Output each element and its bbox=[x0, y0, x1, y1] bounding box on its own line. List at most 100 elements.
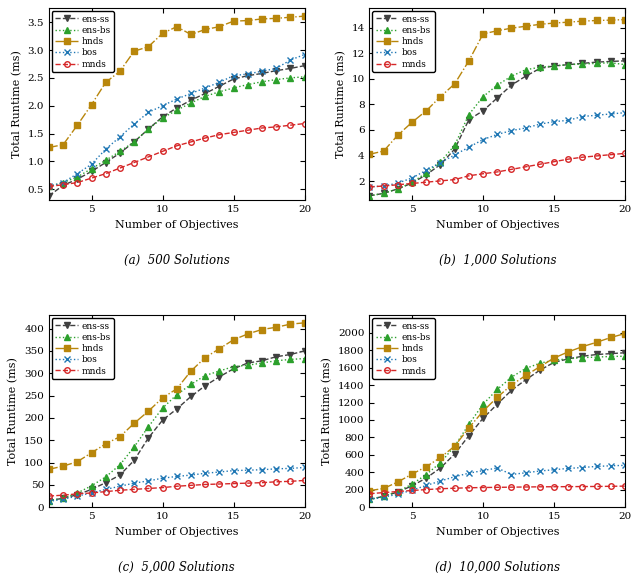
bos bbox=[365, 183, 373, 190]
bos bbox=[564, 117, 572, 124]
mnds bbox=[408, 180, 416, 187]
ens-bs bbox=[173, 107, 180, 114]
bos bbox=[145, 109, 152, 116]
mnds bbox=[201, 135, 209, 142]
mnds bbox=[230, 480, 237, 487]
ens-ss bbox=[258, 70, 266, 77]
ens-ss bbox=[508, 387, 515, 394]
Line: mnds: mnds bbox=[367, 151, 628, 190]
ens-bs bbox=[145, 423, 152, 430]
bos bbox=[173, 96, 180, 103]
ens-ss bbox=[230, 365, 237, 372]
ens-ss bbox=[408, 482, 416, 489]
bos bbox=[593, 112, 600, 119]
Y-axis label: Total Runtime (ms): Total Runtime (ms) bbox=[12, 50, 22, 158]
hnds bbox=[522, 372, 529, 379]
bos bbox=[287, 465, 294, 472]
hnds bbox=[579, 343, 586, 350]
ens-bs bbox=[216, 88, 223, 96]
ens-bs bbox=[301, 73, 308, 80]
ens-bs bbox=[550, 357, 558, 364]
ens-bs bbox=[230, 84, 237, 91]
Y-axis label: Total Runtime (ms): Total Runtime (ms) bbox=[335, 50, 346, 158]
ens-ss bbox=[579, 353, 586, 360]
ens-bs bbox=[258, 79, 266, 86]
hnds bbox=[287, 321, 294, 328]
ens-bs bbox=[365, 192, 373, 199]
ens-ss bbox=[408, 179, 416, 186]
ens-bs bbox=[258, 359, 266, 366]
ens-bs bbox=[60, 495, 67, 502]
Legend: ens-ss, ens-bs, hnds, bos, mnds: ens-ss, ens-bs, hnds, bos, mnds bbox=[52, 318, 115, 379]
ens-bs bbox=[74, 489, 81, 496]
hnds bbox=[380, 148, 387, 155]
bos bbox=[173, 473, 180, 480]
bos bbox=[593, 463, 600, 470]
hnds bbox=[301, 13, 308, 20]
ens-ss bbox=[102, 479, 109, 486]
Line: ens-bs: ens-bs bbox=[367, 60, 628, 199]
hnds bbox=[116, 433, 124, 440]
mnds bbox=[422, 486, 430, 493]
ens-bs bbox=[607, 353, 614, 360]
bos bbox=[607, 462, 614, 469]
bos bbox=[201, 84, 209, 91]
hnds bbox=[216, 23, 223, 30]
Line: hnds: hnds bbox=[46, 320, 307, 472]
ens-bs bbox=[365, 496, 373, 503]
mnds bbox=[380, 182, 387, 189]
ens-bs bbox=[301, 355, 308, 362]
hnds bbox=[508, 381, 515, 389]
Line: mnds: mnds bbox=[46, 478, 307, 499]
ens-ss bbox=[394, 185, 402, 192]
bos bbox=[60, 496, 67, 503]
ens-ss bbox=[479, 107, 487, 114]
mnds bbox=[131, 486, 138, 493]
hnds bbox=[451, 80, 458, 87]
Line: ens-bs: ens-bs bbox=[46, 356, 307, 503]
bos bbox=[159, 475, 166, 482]
bos bbox=[380, 493, 387, 500]
ens-ss bbox=[145, 125, 152, 132]
ens-bs bbox=[380, 493, 387, 500]
ens-ss bbox=[493, 401, 501, 408]
bos bbox=[493, 131, 501, 138]
bos bbox=[564, 465, 572, 472]
mnds bbox=[60, 181, 67, 188]
bos bbox=[187, 472, 195, 479]
bos bbox=[479, 136, 487, 143]
ens-ss bbox=[522, 73, 529, 80]
Legend: ens-ss, ens-bs, hnds, bos, mnds: ens-ss, ens-bs, hnds, bos, mnds bbox=[372, 11, 435, 72]
ens-ss bbox=[102, 159, 109, 166]
mnds bbox=[436, 485, 444, 492]
hnds bbox=[479, 30, 487, 38]
hnds bbox=[422, 463, 430, 470]
bos bbox=[258, 466, 266, 473]
mnds bbox=[74, 490, 81, 498]
ens-bs bbox=[201, 93, 209, 100]
ens-bs bbox=[272, 76, 280, 83]
ens-bs bbox=[244, 362, 252, 369]
ens-bs bbox=[479, 401, 487, 408]
ens-ss bbox=[522, 376, 529, 383]
mnds bbox=[479, 170, 487, 177]
ens-bs bbox=[579, 60, 586, 67]
hnds bbox=[131, 47, 138, 54]
hnds bbox=[365, 151, 373, 158]
ens-bs bbox=[522, 365, 529, 372]
mnds bbox=[116, 487, 124, 494]
ens-bs bbox=[173, 391, 180, 398]
ens-ss bbox=[365, 496, 373, 503]
hnds bbox=[187, 31, 195, 38]
mnds bbox=[301, 120, 308, 127]
ens-ss bbox=[216, 373, 223, 380]
hnds bbox=[593, 17, 600, 24]
bos bbox=[465, 144, 473, 151]
bos bbox=[230, 72, 237, 79]
ens-bs bbox=[159, 114, 166, 121]
ens-ss bbox=[173, 104, 180, 111]
Line: bos: bos bbox=[45, 51, 308, 190]
ens-bs bbox=[465, 421, 473, 428]
ens-ss bbox=[536, 65, 544, 72]
Text: (a)  500 Solutions: (a) 500 Solutions bbox=[124, 254, 230, 267]
